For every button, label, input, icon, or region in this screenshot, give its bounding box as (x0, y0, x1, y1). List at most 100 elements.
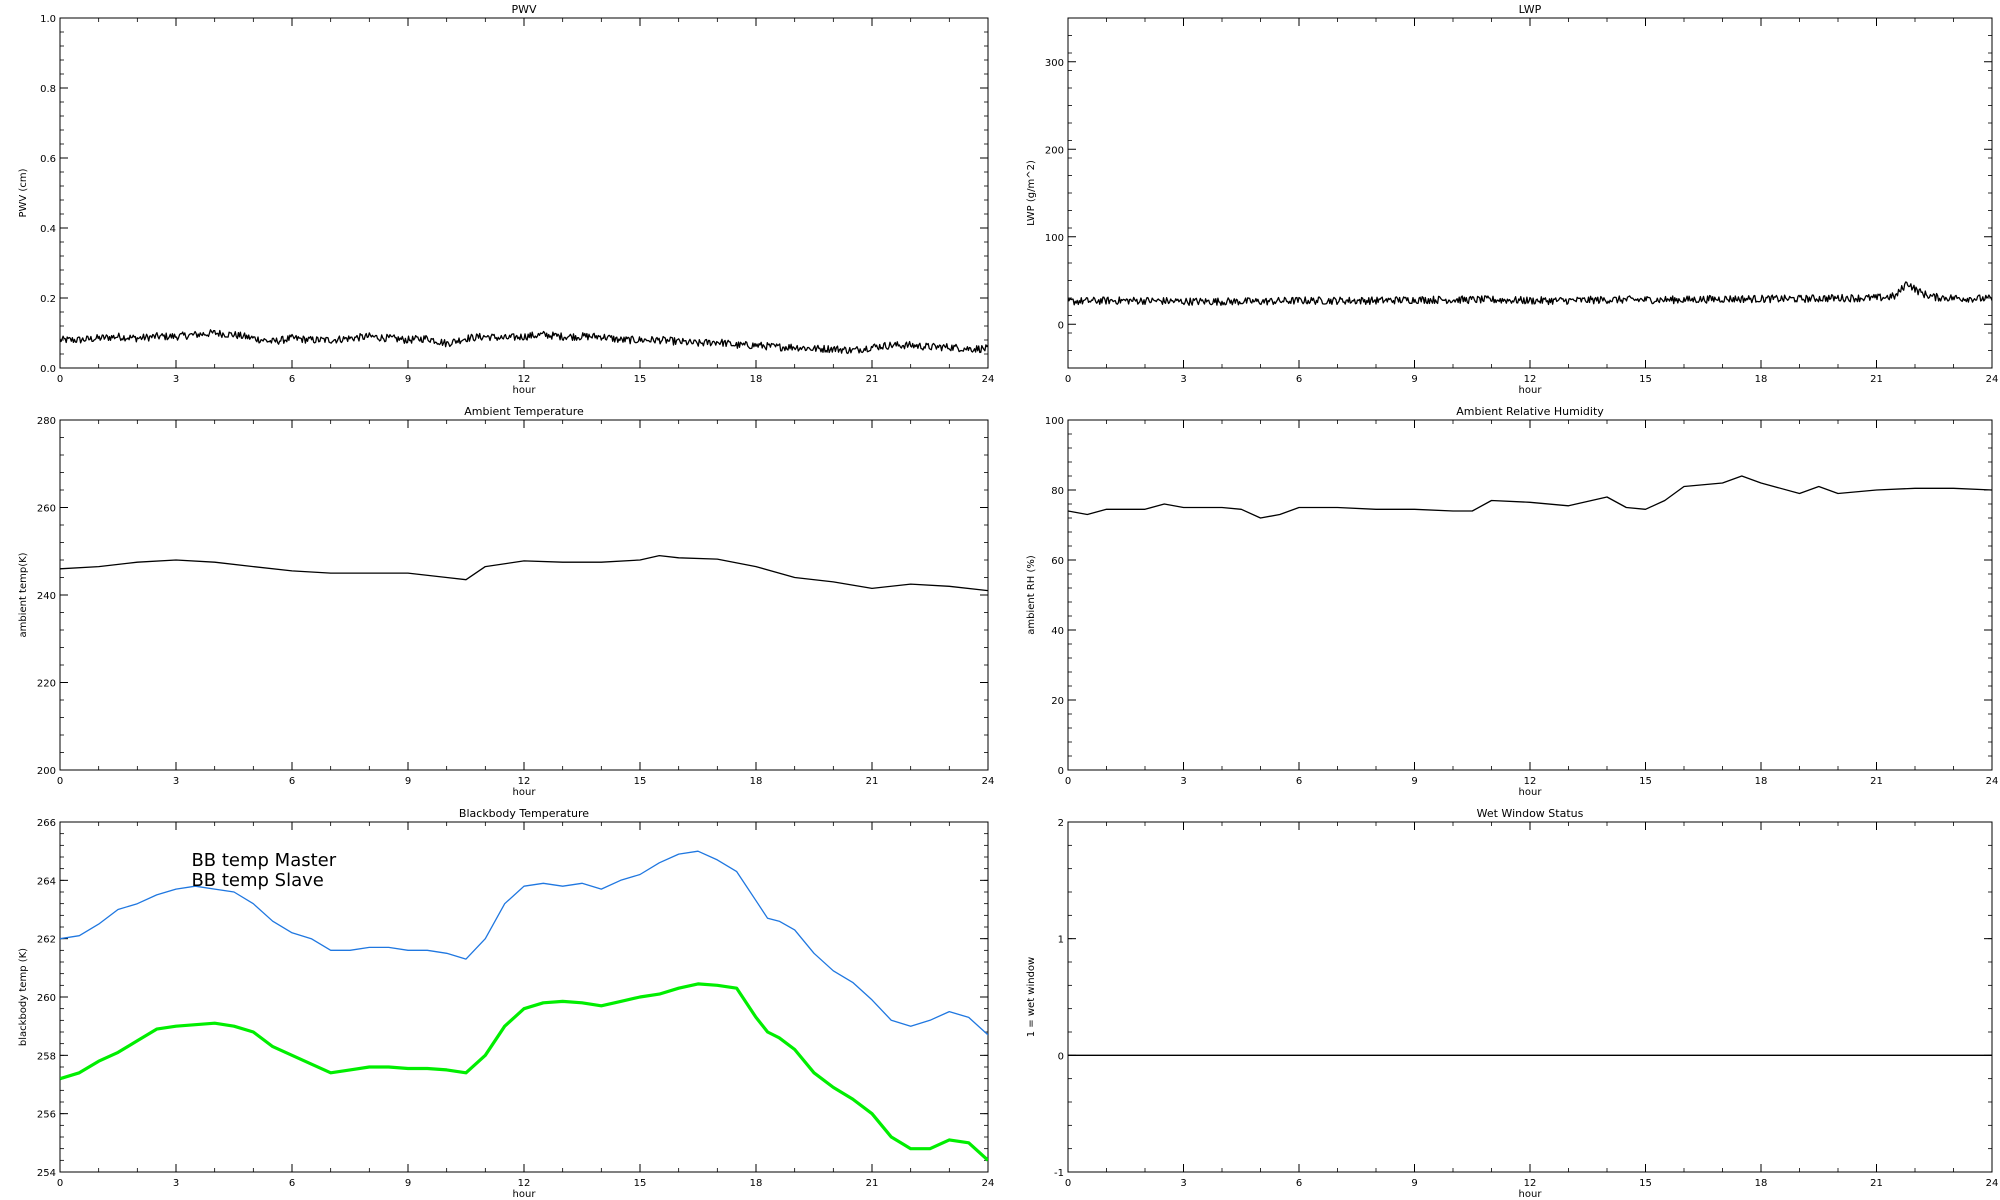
x-tick-label: 24 (982, 776, 995, 787)
y-tick-label: 256 (37, 1110, 56, 1121)
chart-title: Blackbody Temperature (459, 807, 589, 820)
x-tick-label: 15 (1639, 776, 1652, 787)
y-tick-label: 20 (1051, 696, 1064, 707)
chart-title: Ambient Relative Humidity (1456, 405, 1604, 418)
x-tick-label: 0 (1065, 374, 1071, 385)
x-tick-label: 6 (1296, 776, 1302, 787)
x-tick-label: 24 (982, 374, 995, 385)
x-tick-label: 3 (1180, 374, 1186, 385)
y-tick-label: 280 (37, 416, 56, 427)
y-tick-label: 0.4 (40, 224, 56, 235)
chart-panel-3: 0 3 6 9 12 15 18 21 24 0 20 40 60 80 100 Ambient Relati… (1026, 405, 1998, 798)
x-tick-label: 18 (1755, 374, 1768, 385)
series-line-1 (60, 982, 988, 1162)
chart-title: PWV (511, 3, 537, 16)
y-tick-label: 100 (1045, 416, 1064, 427)
legend-entry-1: BB temp Slave (191, 870, 323, 891)
x-axis-label: hour (513, 787, 537, 798)
series-line-0 (1068, 475, 1992, 519)
y-axis-label: ambient temp(K) (18, 552, 29, 637)
y-tick-label: 0 (1058, 766, 1064, 777)
y-tick-label: 260 (37, 993, 56, 1004)
x-tick-label: 18 (750, 1178, 763, 1189)
x-tick-label: 18 (750, 374, 763, 385)
plot-frame (1067, 821, 1993, 1173)
x-tick-label: 21 (1870, 374, 1883, 385)
x-tick-label: 21 (866, 374, 879, 385)
y-tick-label: 240 (37, 591, 56, 602)
y-tick-label: 1 (1058, 935, 1064, 946)
y-axis-label: LWP (g/m^2) (1026, 160, 1037, 226)
y-tick-label: 300 (1045, 58, 1064, 69)
chart-title: Wet Window Status (1477, 807, 1584, 820)
series-line-0 (1068, 281, 1992, 306)
y-tick-label: 0.2 (40, 294, 56, 305)
y-tick-label: 100 (1045, 233, 1064, 244)
x-tick-label: 18 (1755, 1178, 1768, 1189)
x-tick-label: 12 (518, 374, 531, 385)
x-tick-label: 24 (982, 1178, 995, 1189)
plot-frame (59, 17, 989, 369)
y-tick-label: 40 (1051, 626, 1064, 637)
y-axis-label: blackbody temp (K) (18, 948, 29, 1046)
x-tick-label: 24 (1986, 1178, 1999, 1189)
x-tick-label: 15 (634, 776, 647, 787)
y-tick-label: 200 (37, 766, 56, 777)
x-tick-label: 12 (1524, 1178, 1537, 1189)
x-tick-label: 3 (173, 374, 179, 385)
y-tick-label: 258 (37, 1051, 56, 1062)
plot-frame (1067, 419, 1993, 771)
y-axis-label: 1 = wet window (1026, 957, 1037, 1037)
y-axis-label: PWV (cm) (18, 168, 29, 217)
x-tick-label: 6 (1296, 1178, 1302, 1189)
y-tick-label: 200 (1045, 145, 1064, 156)
y-tick-label: 0.6 (40, 154, 56, 165)
chart-title: Ambient Temperature (464, 405, 584, 418)
chart-panel-2: 0 3 6 9 12 15 18 21 24 200 220 240 260 280 Ambient Tem… (18, 405, 994, 798)
x-tick-label: 3 (1180, 776, 1186, 787)
x-tick-label: 15 (1639, 1178, 1652, 1189)
y-tick-label: 0.0 (40, 364, 56, 375)
x-tick-label: 12 (518, 776, 531, 787)
y-axis-label: ambient RH (%) (1026, 555, 1037, 635)
series-line-0 (60, 554, 988, 592)
chart-panel-1: 0 3 6 9 12 15 18 21 24 0 100 200 300 LWP hour LWP (g/m^… (1026, 3, 1998, 396)
y-tick-label: -1 (1054, 1168, 1064, 1179)
x-tick-label: 9 (1411, 374, 1417, 385)
x-tick-label: 9 (405, 776, 411, 787)
x-tick-label: 18 (750, 776, 763, 787)
x-tick-label: 0 (57, 776, 63, 787)
x-tick-label: 0 (57, 374, 63, 385)
y-tick-label: 0 (1058, 1051, 1064, 1062)
x-tick-label: 15 (634, 374, 647, 385)
x-tick-label: 21 (1870, 1178, 1883, 1189)
y-tick-label: 262 (37, 935, 56, 946)
x-tick-label: 21 (1870, 776, 1883, 787)
x-tick-label: 18 (1755, 776, 1768, 787)
x-tick-label: 12 (1524, 374, 1537, 385)
y-tick-label: 260 (37, 504, 56, 515)
x-tick-label: 24 (1986, 776, 1999, 787)
x-tick-label: 9 (405, 374, 411, 385)
x-axis-label: hour (1519, 787, 1543, 798)
x-tick-label: 0 (57, 1178, 63, 1189)
x-tick-label: 12 (1524, 776, 1537, 787)
x-tick-label: 3 (173, 776, 179, 787)
y-tick-label: 0.8 (40, 84, 56, 95)
chart-title: LWP (1519, 3, 1542, 16)
x-tick-label: 6 (289, 776, 295, 787)
x-tick-label: 3 (1180, 1178, 1186, 1189)
x-tick-label: 9 (1411, 1178, 1417, 1189)
x-tick-label: 9 (1411, 776, 1417, 787)
x-axis-label: hour (513, 1189, 537, 1200)
x-tick-label: 15 (634, 1178, 647, 1189)
x-tick-label: 24 (1986, 374, 1999, 385)
x-tick-label: 6 (1296, 374, 1302, 385)
plot-frame (59, 419, 989, 771)
x-tick-label: 6 (289, 374, 295, 385)
y-tick-label: 1.0 (40, 14, 56, 25)
x-axis-label: hour (1519, 1189, 1543, 1200)
y-tick-label: 60 (1051, 556, 1064, 567)
